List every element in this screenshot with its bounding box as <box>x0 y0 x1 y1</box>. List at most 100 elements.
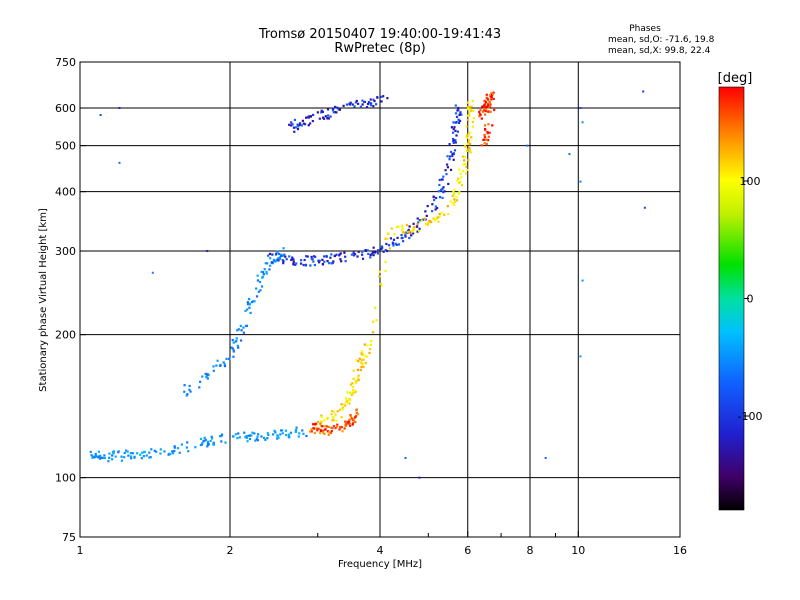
echo-point <box>466 134 469 137</box>
echo-point <box>299 262 303 265</box>
echo-point <box>260 285 264 288</box>
echo-point <box>488 105 492 108</box>
echo-point <box>371 253 374 256</box>
echo-point <box>198 386 201 389</box>
echo-point <box>315 424 318 427</box>
echo-point <box>305 116 308 119</box>
echo-point <box>466 118 469 121</box>
echo-point <box>451 131 455 134</box>
echo-point <box>428 219 431 223</box>
echo-point <box>487 123 490 126</box>
echo-point <box>123 456 126 459</box>
echo-point <box>366 249 369 252</box>
echo-point <box>111 450 115 454</box>
echo-point <box>328 431 331 434</box>
echo-point <box>438 183 441 187</box>
echo-point <box>468 147 471 150</box>
echo-point <box>308 430 312 433</box>
echo-point <box>440 211 443 214</box>
echo-point <box>302 432 305 435</box>
echo-point <box>451 154 454 158</box>
echo-point <box>272 258 275 262</box>
echo-point <box>311 119 314 123</box>
echo-point <box>207 374 210 377</box>
x-axis-ticks: 1 2 4 6 8 10 16 <box>77 531 687 557</box>
echo-point <box>340 260 343 263</box>
echo-point <box>306 255 309 258</box>
echo-point <box>365 355 368 358</box>
echo-point <box>159 448 162 451</box>
echo-point <box>340 403 343 406</box>
echo-point <box>460 113 463 116</box>
echo-point <box>219 364 222 368</box>
echo-point <box>380 247 383 250</box>
echo-point <box>335 253 338 256</box>
echo-point <box>469 151 472 154</box>
echo-point <box>330 413 333 416</box>
echo-point <box>378 270 381 273</box>
echo-point <box>307 124 310 127</box>
echo-point <box>220 433 224 436</box>
echo-point <box>292 260 295 263</box>
echo-point <box>393 233 396 236</box>
echo-point <box>579 107 582 110</box>
echo-point <box>281 259 284 262</box>
echo-point <box>273 429 276 432</box>
echo-point <box>321 258 324 261</box>
echo-point <box>348 422 351 425</box>
echo-point <box>260 270 263 273</box>
echo-point <box>290 258 293 261</box>
echo-point <box>318 259 321 262</box>
echo-point <box>425 223 428 226</box>
echo-point <box>139 453 142 456</box>
echo-point <box>341 406 344 409</box>
echo-point <box>352 418 355 422</box>
echo-point <box>464 145 467 149</box>
echo-point <box>236 329 239 332</box>
echo-point <box>392 238 396 241</box>
echo-point <box>347 398 351 402</box>
echo-point <box>206 442 210 445</box>
y-axis-label: Stationary phase Virtual Height [km] <box>38 208 49 392</box>
echo-point <box>408 236 411 240</box>
echo-point <box>316 111 319 114</box>
echo-point <box>481 105 484 108</box>
echo-point <box>411 232 415 235</box>
echo-point <box>312 423 315 426</box>
echo-point <box>317 420 320 423</box>
echo-point <box>480 144 483 147</box>
echo-point <box>205 376 208 379</box>
echo-point <box>490 92 493 95</box>
echo-point <box>418 219 421 222</box>
echo-point <box>257 433 260 436</box>
echo-point <box>349 414 352 417</box>
echo-point <box>452 141 455 144</box>
echo-point <box>291 256 294 259</box>
echo-point <box>459 111 462 114</box>
echo-point <box>401 224 404 227</box>
echo-point <box>199 380 202 383</box>
echo-point <box>326 260 329 263</box>
echo-point <box>256 439 260 442</box>
echo-point <box>331 109 335 112</box>
y-axis-ticks: 75 100 200 300 400 500 600 750 <box>55 56 86 544</box>
echo-point <box>449 150 453 154</box>
echo-point <box>312 113 315 117</box>
echo-point <box>363 343 366 346</box>
echo-point <box>468 111 471 114</box>
echo-point <box>486 97 489 100</box>
echo-point <box>231 347 234 350</box>
echo-point <box>437 190 441 193</box>
echo-point <box>469 109 473 112</box>
echo-point <box>260 435 263 438</box>
echo-point <box>274 260 277 263</box>
echo-point <box>374 306 377 309</box>
echo-point <box>493 108 496 112</box>
echo-point <box>445 163 449 166</box>
echo-point <box>292 262 295 265</box>
echo-point <box>438 215 441 218</box>
echo-point <box>526 144 529 147</box>
echo-point <box>489 103 492 106</box>
echo-point <box>323 260 326 263</box>
echo-point <box>326 416 329 420</box>
